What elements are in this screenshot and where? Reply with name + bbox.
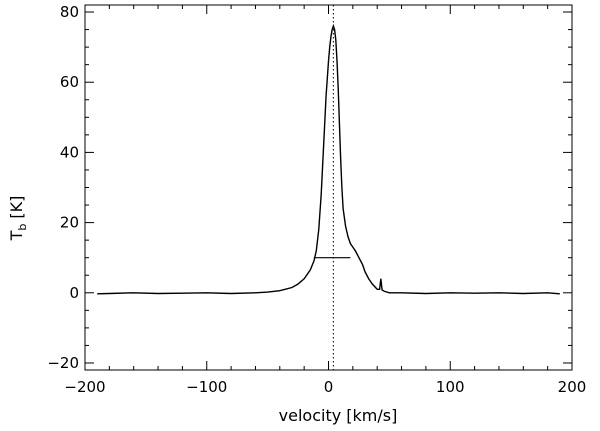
x-tick-label: −100 xyxy=(186,378,227,396)
series-group xyxy=(97,23,560,295)
x-axis-label: velocity [km/s] xyxy=(279,406,398,425)
y-axis-label-subscript: b xyxy=(16,224,29,231)
y-tick-label: 0 xyxy=(69,284,79,302)
annotations xyxy=(313,5,351,370)
y-tick-label: 40 xyxy=(60,143,79,161)
y-axis-ticks: −20 0 20 40 60 80 xyxy=(47,3,572,372)
y-axis-label-unit: [K] xyxy=(7,196,26,219)
y-tick-label: 80 xyxy=(60,3,79,21)
y-tick-label: 20 xyxy=(60,214,79,232)
x-tick-label: 100 xyxy=(436,378,465,396)
y-axis-label: Tb [K] xyxy=(7,196,29,242)
x-tick-label: −200 xyxy=(64,378,105,396)
x-tick-label: 200 xyxy=(558,378,587,396)
x-axis-ticks: −200 −100 0 100 200 xyxy=(64,5,586,396)
spectrum-line xyxy=(97,23,560,295)
y-axis-label-main: T xyxy=(7,230,26,241)
y-tick-label: −20 xyxy=(47,354,79,372)
x-tick-label: 0 xyxy=(324,378,334,396)
y-tick-label: 60 xyxy=(60,73,79,91)
